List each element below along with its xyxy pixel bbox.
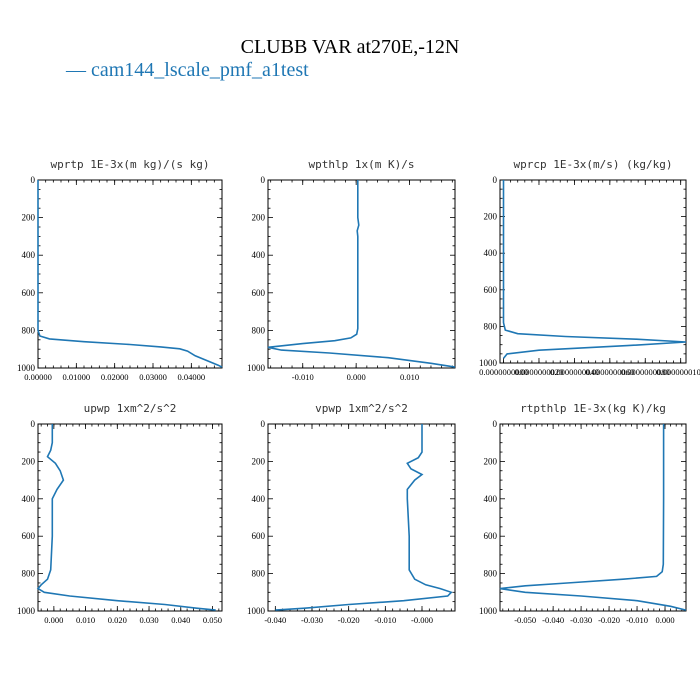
y-tick-label: 1000	[247, 606, 266, 616]
subplot-4: upwp 1xm^2/s^2 0 200 400 600 800 1000 0.000 0.01…	[17, 402, 223, 625]
subplot-title: rtpthlp 1E-3x(kg K)/kg	[520, 402, 666, 415]
x-tick-label: -0.000	[411, 615, 433, 625]
legend-line-icon: —	[66, 59, 91, 81]
x-tick-label: 0.050	[203, 615, 222, 625]
y-tick-label: 400	[252, 250, 266, 260]
y-tick-label: 400	[484, 248, 498, 258]
x-tick-label: 0.030	[139, 615, 158, 625]
y-tick-label: 600	[484, 531, 498, 541]
subplot-3: wprcp 1E-3x(m/s) (kg/kg) 0 200 400 600 800 100…	[479, 158, 700, 377]
x-tick-label: 0.0000000060	[585, 367, 634, 377]
y-tick-label: 800	[484, 321, 498, 331]
plot-frame	[267, 179, 456, 369]
x-tick-label: 0.02000	[101, 372, 129, 382]
series-line	[36, 424, 216, 611]
subplot-title: wpthlp 1x(m K)/s	[309, 158, 415, 171]
x-tick-label: 0.00000	[24, 372, 52, 382]
series-line	[267, 180, 456, 368]
y-tick-label: 200	[484, 212, 498, 222]
y-tick-label: 1000	[479, 606, 498, 616]
x-tick-label: -0.030	[570, 615, 592, 625]
subplot-title: wprtp 1E-3x(m kg)/(s kg)	[51, 158, 210, 171]
y-tick-label: 1000	[247, 363, 266, 373]
y-tick-label: 200	[252, 456, 266, 466]
x-tick-label: -0.040	[542, 615, 564, 625]
y-tick-label: 1000	[17, 606, 36, 616]
series-line	[275, 424, 453, 611]
x-tick-label: 0.0000000020	[515, 367, 564, 377]
x-tick-label: 0.000	[44, 615, 63, 625]
series-line	[499, 424, 687, 611]
x-tick-label: -0.030	[301, 615, 323, 625]
series-line	[37, 180, 223, 368]
y-tick-label: 1000	[479, 358, 498, 368]
y-tick-label: 400	[252, 494, 266, 504]
legend-entry: — cam144_lscale_pmf_a1test	[66, 59, 309, 82]
subplot-6: rtpthlp 1E-3x(kg K)/kg 0 200 400 600 800 1000 -…	[479, 402, 687, 625]
x-tick-label: -0.020	[338, 615, 360, 625]
y-tick-label: 800	[484, 569, 498, 579]
y-tick-label: 600	[22, 531, 36, 541]
plot-frame	[37, 423, 223, 612]
y-tick-label: 0	[31, 419, 36, 429]
subplot-2: wpthlp 1x(m K)/s 0 200 400 600 800 1000 -0.010 0…	[247, 158, 456, 382]
y-tick-label: 600	[252, 531, 266, 541]
subplot-1: wprtp 1E-3x(m kg)/(s kg) 0 200 400 600 800 100…	[17, 158, 223, 382]
x-tick-label: 0.000	[347, 372, 366, 382]
subplot-title: vpwp 1xm^2/s^2	[315, 402, 408, 415]
x-tick-label: 0.0000000000	[479, 367, 528, 377]
x-tick-label: 0.020	[108, 615, 127, 625]
x-tick-label: 0.0000000080	[621, 367, 670, 377]
y-tick-label: 400	[22, 494, 36, 504]
y-tick-label: 400	[22, 250, 36, 260]
figure-title: CLUBB VAR at270E,-12N	[240, 36, 460, 58]
y-tick-label: 600	[22, 288, 36, 298]
x-tick-label: -0.050	[514, 615, 536, 625]
y-tick-label: 0	[493, 419, 498, 429]
subplot-title: wprcp 1E-3x(m/s) (kg/kg)	[514, 158, 673, 171]
y-tick-label: 800	[252, 569, 266, 579]
y-tick-label: 200	[484, 456, 498, 466]
y-tick-label: 800	[22, 325, 36, 335]
x-tick-label: 0.000	[655, 615, 674, 625]
x-tick-label: 0.01000	[63, 372, 91, 382]
x-tick-label: -0.020	[598, 615, 620, 625]
legend-label: cam144_lscale_pmf_a1test	[91, 59, 309, 81]
y-tick-label: 800	[252, 325, 266, 335]
y-tick-label: 0	[261, 175, 266, 185]
x-tick-label: 0.010	[76, 615, 95, 625]
x-tick-label: -0.040	[264, 615, 286, 625]
x-tick-label: 0.04000	[178, 372, 206, 382]
y-tick-label: 400	[484, 494, 498, 504]
x-tick-label: -0.010	[292, 372, 314, 382]
x-tick-label: 0.0000000040	[550, 367, 599, 377]
y-tick-label: 0	[493, 175, 498, 185]
y-tick-label: 800	[22, 569, 36, 579]
y-tick-label: 600	[484, 285, 498, 295]
y-tick-label: 0	[261, 419, 266, 429]
y-tick-label: 200	[22, 456, 36, 466]
x-tick-label: 0.010	[400, 372, 419, 382]
series-line	[502, 180, 687, 359]
y-tick-label: 200	[252, 213, 266, 223]
y-tick-label: 1000	[17, 363, 36, 373]
subplot-title: upwp 1xm^2/s^2	[84, 402, 177, 415]
x-tick-label: 0.040	[171, 615, 190, 625]
x-tick-label: 0.0000000100	[656, 367, 700, 377]
plot-frame	[267, 423, 456, 612]
subplot-5: vpwp 1xm^2/s^2 0 200 400 600 800 1000-0.040 -0.…	[247, 402, 456, 625]
x-tick-label: 0.03000	[139, 372, 167, 382]
y-tick-label: 0	[31, 175, 36, 185]
y-tick-label: 200	[22, 213, 36, 223]
x-tick-label: -0.010	[374, 615, 396, 625]
x-tick-label: -0.010	[626, 615, 648, 625]
plot-frame	[499, 423, 687, 612]
y-tick-label: 600	[252, 288, 266, 298]
plot-frame	[499, 179, 687, 364]
